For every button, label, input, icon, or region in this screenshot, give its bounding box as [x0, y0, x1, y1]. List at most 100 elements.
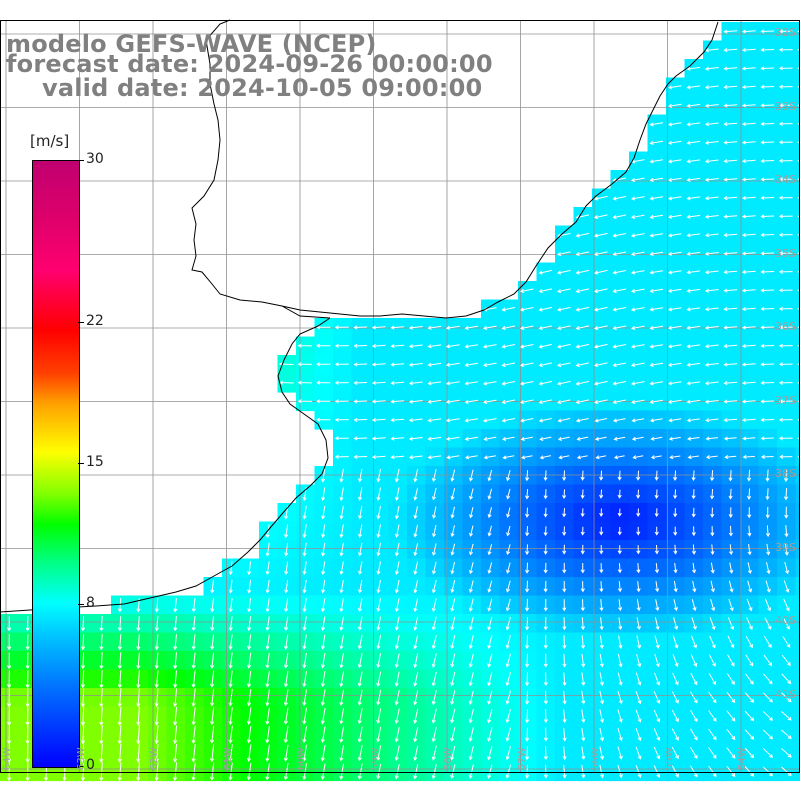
wind-arrow	[797, 196, 800, 200]
wind-arrow	[594, 251, 608, 257]
wind-arrow	[797, 288, 800, 292]
wind-arrow	[599, 563, 604, 574]
wind-arrow	[376, 671, 382, 687]
wind-arrow	[781, 692, 792, 703]
wind-arrow	[763, 673, 773, 685]
wind-arrow	[764, 598, 772, 612]
wind-arrow	[557, 418, 571, 423]
wind-arrow	[302, 524, 307, 539]
wind-arrow	[760, 29, 775, 34]
wind-arrow	[191, 598, 196, 613]
wind-cell	[795, 262, 800, 282]
wind-arrow	[778, 362, 793, 367]
wind-arrow	[669, 455, 681, 460]
wind-arrow	[723, 177, 738, 182]
wind-arrow	[599, 653, 604, 668]
wind-arrow	[191, 616, 196, 632]
wind-arrow	[797, 455, 800, 459]
wind-arrow	[723, 306, 738, 312]
wind-arrow	[765, 488, 770, 501]
wind-arrow	[797, 29, 800, 33]
wind-arrow	[283, 652, 289, 669]
wind-arrow	[778, 66, 793, 71]
wind-arrow	[617, 489, 622, 499]
wind-arrow	[80, 762, 86, 782]
wind-arrow	[635, 765, 642, 779]
wind-arrow	[741, 103, 756, 108]
wind-arrow	[7, 670, 12, 689]
wind-arrow	[723, 417, 738, 423]
model-title: modelo GEFS-WAVE (NCEP)	[6, 30, 377, 58]
wind-arrow	[487, 745, 493, 761]
wind-arrow	[594, 436, 607, 441]
colorbar-tick-label: 22	[86, 312, 104, 329]
wind-arrow	[487, 469, 493, 482]
wind-arrow	[487, 598, 493, 612]
wind-arrow	[376, 689, 382, 706]
wind-arrow	[631, 233, 645, 238]
wind-arrow	[654, 635, 660, 649]
wind-arrow	[321, 579, 326, 594]
wind-arrow	[487, 727, 493, 742]
wind-arrow	[686, 270, 701, 275]
wind-arrow	[524, 598, 530, 612]
wind-arrow	[339, 726, 345, 743]
wind-arrow	[191, 652, 196, 670]
wind-arrow	[265, 634, 270, 650]
wind-arrow	[778, 232, 793, 237]
wind-arrow	[99, 762, 104, 782]
wind-arrow	[764, 617, 772, 630]
wind-arrow	[487, 764, 493, 779]
wind-arrow	[210, 634, 215, 651]
wind-arrow	[408, 362, 423, 367]
wind-arrow	[649, 214, 664, 219]
wind-cell	[795, 577, 800, 597]
wind-arrow	[635, 691, 642, 705]
wind-arrow	[25, 706, 30, 726]
wind-arrow	[580, 489, 585, 499]
wind-arrow	[117, 634, 123, 651]
wind-arrow	[649, 140, 664, 145]
wind-arrow	[636, 581, 641, 593]
wind-arrow	[339, 505, 344, 520]
wind-arrow	[525, 526, 530, 537]
wind-arrow	[760, 158, 775, 164]
wind-arrow	[173, 670, 178, 689]
wind-arrow	[599, 544, 604, 555]
wind-arrow	[394, 487, 400, 501]
wind-arrow	[136, 688, 141, 708]
wind-arrow	[746, 598, 753, 612]
wind-arrow	[708, 673, 716, 686]
wind-arrow	[727, 617, 735, 631]
wind-arrow	[723, 343, 738, 349]
wind-arrow	[781, 711, 792, 721]
wind-arrow	[797, 214, 800, 218]
wind-arrow	[741, 269, 756, 275]
wind-arrow	[649, 381, 664, 386]
wind-arrow	[562, 508, 567, 518]
wind-arrow	[413, 763, 419, 780]
wind-arrow	[538, 269, 553, 275]
wind-arrow	[778, 436, 793, 441]
wind-arrow	[117, 652, 122, 670]
wind-arrow	[636, 599, 641, 612]
wind-arrow	[505, 653, 511, 668]
wind-arrow	[781, 748, 792, 758]
wind-arrow	[25, 725, 30, 745]
wind-arrow	[723, 362, 738, 367]
wind-arrow	[25, 743, 30, 763]
wind-arrow	[704, 122, 719, 127]
wind-arrow	[371, 380, 386, 386]
wind-arrow	[778, 195, 793, 200]
wind-arrow	[413, 579, 419, 594]
wind-arrow	[704, 85, 719, 90]
wind-arrow	[136, 706, 141, 726]
wind-arrow	[506, 525, 511, 537]
wind-arrow	[80, 616, 86, 632]
wind-arrow	[580, 508, 585, 518]
wind-arrow	[191, 670, 196, 688]
wind-arrow	[708, 691, 717, 704]
wind-arrow	[723, 380, 738, 386]
wind-arrow	[191, 634, 196, 651]
wind-arrow	[413, 616, 419, 631]
